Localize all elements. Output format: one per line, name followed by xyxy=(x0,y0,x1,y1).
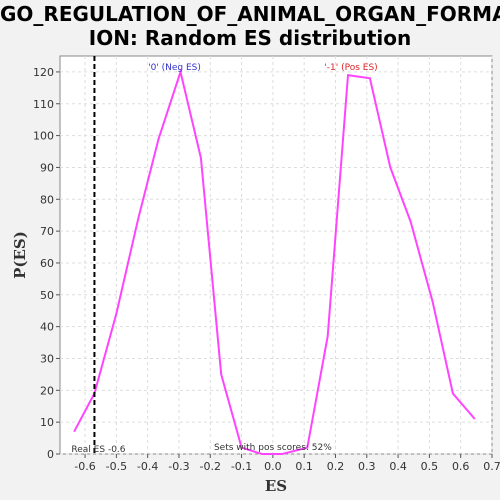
x-tick-label: 0.6 xyxy=(452,460,470,473)
x-tick-label: -0.6 xyxy=(74,460,95,473)
y-tick-label: 30 xyxy=(40,352,54,365)
y-tick-label: 70 xyxy=(40,225,54,238)
annotations: '0' (Neg ES) '-1' (Pos ES) Real ES -0.6 … xyxy=(71,63,377,455)
x-tick-label: 0.3 xyxy=(358,460,376,473)
y-tick-label: 40 xyxy=(40,321,54,334)
y-tick-label: 0 xyxy=(47,448,54,461)
y-tick-label: 80 xyxy=(40,193,54,206)
y-tick-label: 90 xyxy=(40,161,54,174)
x-tick-label: 0.7 xyxy=(483,460,500,473)
y-tick-label: 10 xyxy=(40,416,54,429)
sets-pos-scores-label: Sets with pos scores: 52% xyxy=(214,443,332,453)
x-tick-label: -0.2 xyxy=(200,460,221,473)
ticks: -0.6 -0.5 -0.4 -0.3 -0.2 -0.1 0.0 0.1 0.2 0.3 0.4 0… xyxy=(33,66,500,473)
x-tick-label: -0.3 xyxy=(168,460,189,473)
x-tick-label: 0.0 xyxy=(264,460,282,473)
x-axis-label: ES xyxy=(265,477,287,495)
y-tick-label: 60 xyxy=(40,257,54,270)
y-tick-label: 100 xyxy=(33,130,54,143)
chart-title-line-1: GO_REGULATION_OF_ANIMAL_ORGAN_FORMAT xyxy=(0,2,500,26)
y-tick-label: 120 xyxy=(33,66,54,79)
x-tick-label: 0.2 xyxy=(327,460,345,473)
x-tick-label: -0.5 xyxy=(106,460,127,473)
x-tick-label: 0.5 xyxy=(421,460,439,473)
x-tick-label: -0.1 xyxy=(231,460,252,473)
y-axis-label: P(ES) xyxy=(11,231,29,279)
plot-background xyxy=(59,55,493,455)
x-tick-label: 0.1 xyxy=(295,460,313,473)
real-es-label: Real ES -0.6 xyxy=(71,445,125,455)
chart-title-line-2: ION: Random ES distribution xyxy=(88,26,412,50)
y-tick-label: 20 xyxy=(40,384,54,397)
y-tick-label: 50 xyxy=(40,289,54,302)
series xyxy=(73,56,476,455)
distribution-line xyxy=(73,68,476,455)
neg-es-label: '0' (Neg ES) xyxy=(148,63,201,73)
grid xyxy=(60,56,493,455)
pos-es-label: '-1' (Pos ES) xyxy=(324,63,377,73)
y-tick-label: 110 xyxy=(33,98,54,111)
x-tick-label: -0.4 xyxy=(137,460,158,473)
x-tick-label: 0.4 xyxy=(389,460,407,473)
